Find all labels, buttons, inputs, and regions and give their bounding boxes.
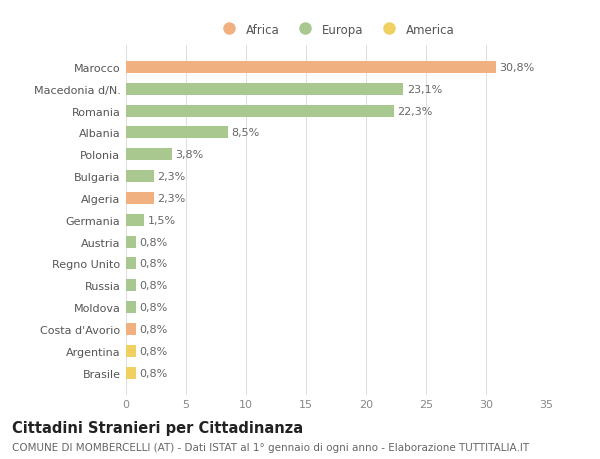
Text: 1,5%: 1,5% <box>148 215 176 225</box>
Text: 2,3%: 2,3% <box>157 194 185 203</box>
Bar <box>126 280 136 292</box>
Text: 0,8%: 0,8% <box>139 281 167 291</box>
Text: 3,8%: 3,8% <box>175 150 203 160</box>
Text: 8,5%: 8,5% <box>232 128 260 138</box>
Text: Cittadini Stranieri per Cittadinanza: Cittadini Stranieri per Cittadinanza <box>12 420 303 435</box>
Text: 0,8%: 0,8% <box>139 346 167 356</box>
Bar <box>126 106 394 118</box>
Text: 2,3%: 2,3% <box>157 172 185 182</box>
Bar <box>126 345 136 357</box>
Bar <box>126 171 154 183</box>
Bar <box>126 62 496 74</box>
Bar <box>126 84 403 95</box>
Text: 23,1%: 23,1% <box>407 84 442 95</box>
Text: 0,8%: 0,8% <box>139 325 167 334</box>
Legend: Africa, Europa, America: Africa, Europa, America <box>217 23 455 37</box>
Bar <box>126 149 172 161</box>
Text: 0,8%: 0,8% <box>139 237 167 247</box>
Bar <box>126 302 136 313</box>
Bar <box>126 192 154 205</box>
Bar <box>126 367 136 379</box>
Text: 0,8%: 0,8% <box>139 302 167 313</box>
Bar <box>126 323 136 335</box>
Bar <box>126 236 136 248</box>
Text: 0,8%: 0,8% <box>139 368 167 378</box>
Bar <box>126 214 144 226</box>
Text: 22,3%: 22,3% <box>397 106 433 116</box>
Bar <box>126 127 228 139</box>
Text: COMUNE DI MOMBERCELLI (AT) - Dati ISTAT al 1° gennaio di ogni anno - Elaborazion: COMUNE DI MOMBERCELLI (AT) - Dati ISTAT … <box>12 442 529 452</box>
Text: 30,8%: 30,8% <box>499 63 535 73</box>
Text: 0,8%: 0,8% <box>139 259 167 269</box>
Bar <box>126 258 136 270</box>
